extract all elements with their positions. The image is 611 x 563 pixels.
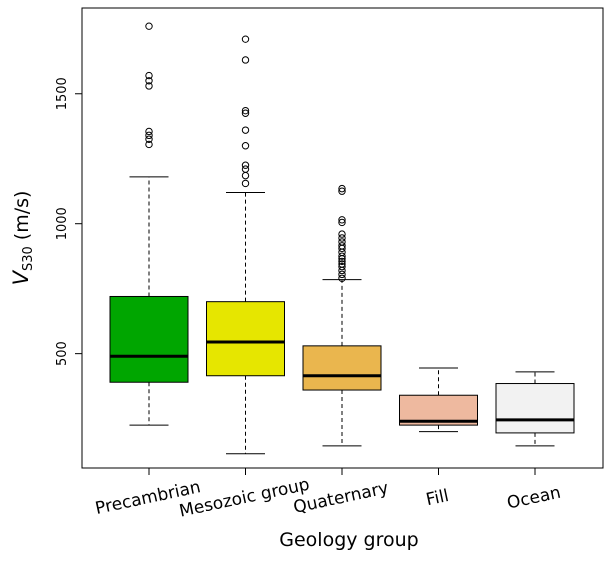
outlier-point xyxy=(145,82,153,90)
outlier-point xyxy=(145,71,153,80)
outlier-point xyxy=(338,238,346,246)
outlier-point xyxy=(241,161,250,169)
box-iqr xyxy=(495,383,575,434)
outlier-point xyxy=(241,171,250,180)
x-tick-label: Fill xyxy=(424,486,450,510)
outlier-point xyxy=(338,187,346,195)
outlier-point xyxy=(145,131,153,140)
outlier-point xyxy=(241,179,250,188)
outlier-point xyxy=(145,77,153,85)
outlier-point xyxy=(338,230,346,238)
outlier-point xyxy=(338,270,346,279)
outlier-point xyxy=(145,127,153,136)
x-axis-title: Geology group xyxy=(279,529,418,551)
outlier-point xyxy=(338,262,346,271)
box-iqr xyxy=(109,295,189,383)
outlier-point xyxy=(241,106,250,115)
outlier-point xyxy=(145,135,153,143)
outlier-point xyxy=(338,184,346,193)
y-tick-label: 1000 xyxy=(55,207,70,240)
outlier-point xyxy=(338,216,346,224)
outlier-point xyxy=(241,165,250,173)
box-precambrian xyxy=(109,22,189,426)
outlier-point xyxy=(241,142,250,150)
outlier-point xyxy=(241,35,250,43)
box-iqr xyxy=(206,301,285,377)
y-axis-title-unit: (m/s) xyxy=(11,191,33,247)
y-axis-title-sub: S30 xyxy=(21,246,36,271)
box-quaternary xyxy=(302,184,382,447)
outlier-point xyxy=(338,242,346,250)
y-axis-title: VS30 (m/s) xyxy=(9,191,36,286)
y-tick-label: 500 xyxy=(55,341,70,366)
outlier-point xyxy=(338,260,346,268)
box-mesozoic-group xyxy=(206,35,285,455)
box-ocean xyxy=(495,371,575,447)
box-fill xyxy=(399,367,478,433)
outlier-point xyxy=(241,109,250,117)
y-axis: 500 1000 1500 xyxy=(55,77,83,366)
outlier-point xyxy=(241,56,250,64)
outlier-point xyxy=(145,22,153,30)
y-axis-title-main: V xyxy=(9,269,33,285)
outlier-point xyxy=(338,218,346,227)
outlier-point xyxy=(145,140,153,149)
box-iqr xyxy=(302,345,382,391)
outlier-point xyxy=(338,252,346,260)
outlier-point xyxy=(241,126,250,134)
outlier-point xyxy=(338,257,346,266)
y-tick-label: 1500 xyxy=(55,77,70,110)
x-tick-label: Ocean xyxy=(505,483,562,514)
box-group xyxy=(109,22,575,455)
outlier-point xyxy=(338,274,346,282)
outlier-point xyxy=(338,234,346,242)
